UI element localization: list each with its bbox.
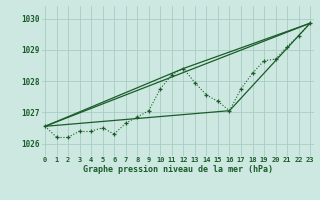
X-axis label: Graphe pression niveau de la mer (hPa): Graphe pression niveau de la mer (hPa) [83, 165, 273, 174]
